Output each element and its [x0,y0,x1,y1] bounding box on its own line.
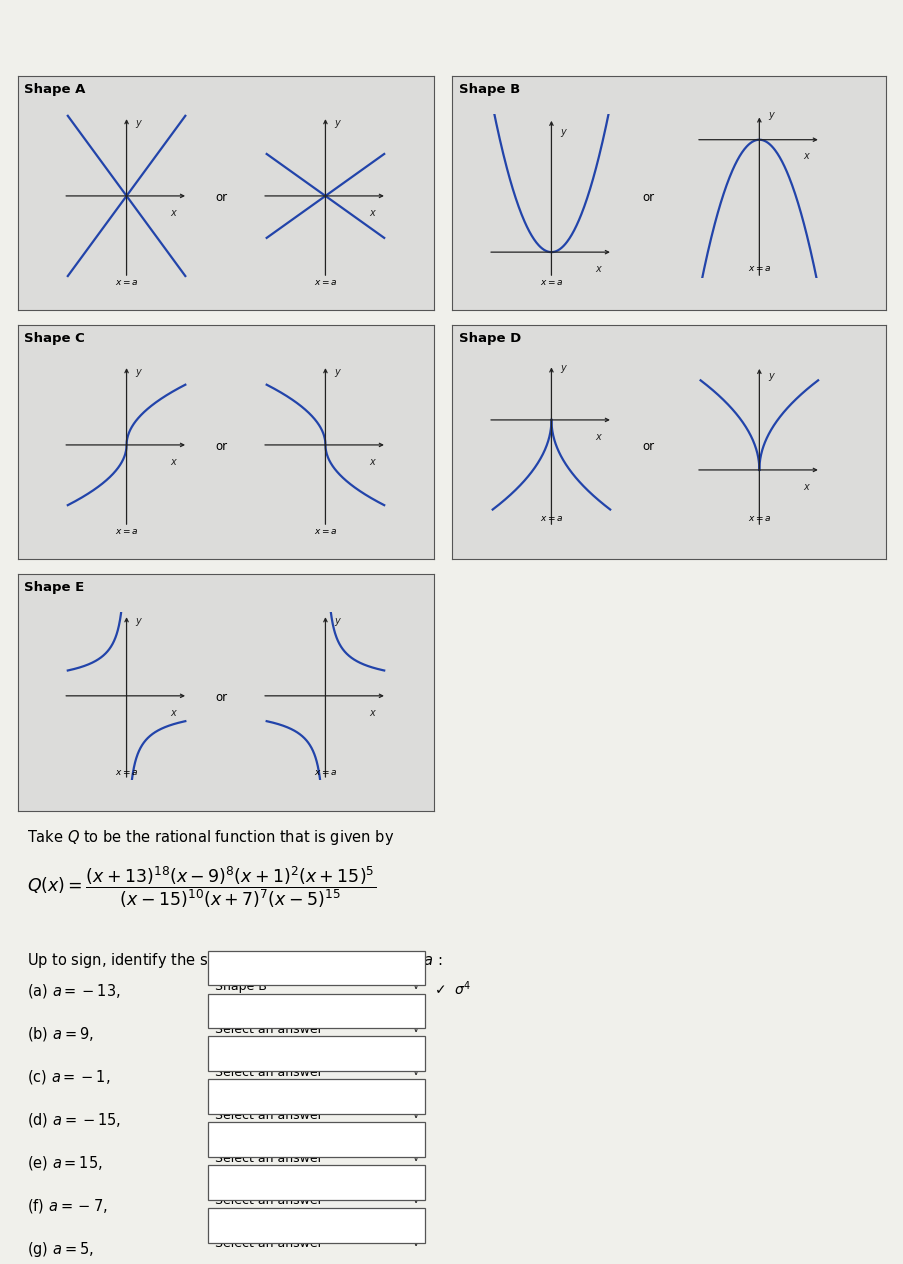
Text: Shape A: Shape A [24,83,86,96]
Text: $x$: $x$ [802,482,810,492]
Text: $x$: $x$ [170,456,178,466]
Text: (c) $a = -1$,: (c) $a = -1$, [27,1068,110,1086]
Text: $x$: $x$ [594,264,602,274]
Text: $\vee$: $\vee$ [411,1237,420,1249]
Text: Shape E: Shape E [24,581,85,594]
Text: Up to sign, identify the shape of $Q$ for these values of $a$ :: Up to sign, identify the shape of $Q$ fo… [27,951,442,969]
Text: $x=a$: $x=a$ [539,278,563,287]
Text: Select an answer: Select an answer [215,1066,322,1078]
Text: $x=a$: $x=a$ [115,767,138,776]
Text: $x$: $x$ [802,152,810,162]
Text: $y$: $y$ [560,363,568,375]
Text: $x$: $x$ [368,207,377,217]
Text: Shape C: Shape C [24,332,85,345]
Text: $\vee$: $\vee$ [411,980,420,991]
Text: $\checkmark$  $\sigma^4$: $\checkmark$ $\sigma^4$ [433,980,470,999]
Text: $x=a$: $x=a$ [747,264,770,273]
Text: (e) $a = 15$,: (e) $a = 15$, [27,1154,103,1172]
Text: $x=a$: $x=a$ [313,767,337,776]
Text: $x$: $x$ [368,456,377,466]
Text: $y$: $y$ [334,118,342,130]
Text: Shape B: Shape B [215,980,266,992]
Text: $x$: $x$ [594,431,602,441]
Text: or: or [215,191,228,204]
Text: Select an answer: Select an answer [215,1194,322,1207]
Text: $y$: $y$ [334,367,342,379]
Text: $y$: $y$ [768,110,776,121]
Text: $x$: $x$ [368,708,377,718]
Text: $y$: $y$ [560,126,568,139]
Text: (a) $a = -13$,: (a) $a = -13$, [27,982,121,1000]
Text: $\vee$: $\vee$ [411,1066,420,1077]
Text: $y$: $y$ [135,617,144,628]
Text: $x=a$: $x=a$ [747,514,770,523]
Text: Take $Q$ to be the rational function that is given by: Take $Q$ to be the rational function tha… [27,828,394,847]
Text: (f) $a = -7$,: (f) $a = -7$, [27,1197,107,1215]
Text: or: or [215,691,228,704]
Text: $\vee$: $\vee$ [411,1194,420,1206]
Text: or: or [641,440,654,453]
Text: $x=a$: $x=a$ [115,278,138,287]
Text: $x=a$: $x=a$ [313,278,337,287]
Text: Select an answer: Select an answer [215,1152,322,1164]
Text: $y$: $y$ [334,617,342,628]
Text: $x=a$: $x=a$ [115,527,138,536]
Text: Select an answer: Select an answer [215,1237,322,1250]
Text: Shape B: Shape B [458,83,519,96]
Text: $x=a$: $x=a$ [539,514,563,523]
Text: Select an answer: Select an answer [215,1109,322,1121]
Text: Shape D: Shape D [458,332,520,345]
Text: $\vee$: $\vee$ [411,1023,420,1034]
Text: $x=a$: $x=a$ [313,527,337,536]
Text: $y$: $y$ [135,367,144,379]
Text: or: or [215,440,228,453]
Text: (g) $a = 5$,: (g) $a = 5$, [27,1240,94,1259]
Text: $y$: $y$ [135,118,144,130]
Text: $x$: $x$ [170,708,178,718]
Text: $Q(x) = \dfrac{(x+13)^{18}(x-9)^{8}(x+1)^{2}(x+15)^{5}}{(x-15)^{10}(x+7)^{7}(x-5: $Q(x) = \dfrac{(x+13)^{18}(x-9)^{8}(x+1)… [27,865,376,910]
Text: $\vee$: $\vee$ [411,1152,420,1163]
Text: $x$: $x$ [170,207,178,217]
Text: (b) $a = 9$,: (b) $a = 9$, [27,1025,94,1043]
Text: Select an answer: Select an answer [215,1023,322,1035]
Text: $y$: $y$ [768,370,776,383]
Text: or: or [641,191,654,204]
Text: (d) $a = -15$,: (d) $a = -15$, [27,1111,121,1129]
Text: $\vee$: $\vee$ [411,1109,420,1120]
